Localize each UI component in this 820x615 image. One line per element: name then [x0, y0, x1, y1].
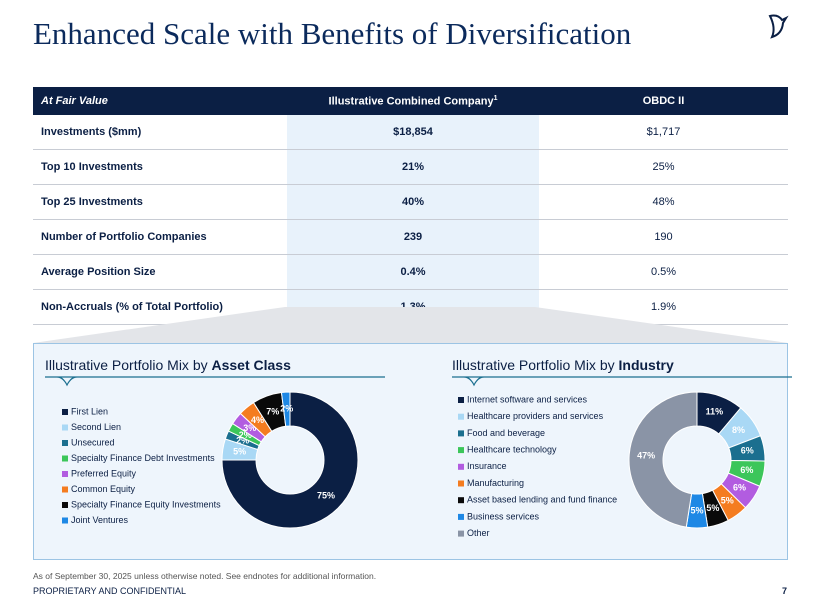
- data-label: 2%: [239, 430, 252, 440]
- data-label: 5%: [706, 503, 719, 513]
- data-label: 7%: [266, 406, 279, 416]
- chart-title-bold: Industry: [619, 357, 674, 373]
- legend-swatch: [458, 480, 464, 487]
- legend-swatch: [458, 497, 464, 504]
- logo: [768, 14, 789, 39]
- legend-label: Healthcare providers and services: [467, 411, 604, 421]
- legend-swatch: [458, 463, 464, 470]
- data-label: 6%: [740, 465, 753, 475]
- legend-label: Specialty Finance Equity Investments: [71, 499, 221, 509]
- data-label: 8%: [732, 425, 745, 435]
- data-label: 2%: [280, 403, 293, 413]
- table-row: Average Position Size 0.4% 0.5%: [33, 254, 788, 290]
- legend-label: Internet software and services: [467, 394, 588, 404]
- legend-swatch: [62, 471, 68, 477]
- table-cell: 21%: [287, 149, 539, 185]
- legend-swatch: [458, 413, 464, 420]
- charts: Illustrative Portfolio Mix by Asset Clas…: [33, 307, 792, 560]
- legend-label: Other: [467, 528, 490, 538]
- legend-swatch: [458, 430, 464, 437]
- legend-label: First Lien: [71, 406, 108, 416]
- panel: [33, 343, 788, 560]
- legend-swatch: [62, 424, 68, 431]
- header-cell: OBDC II: [539, 87, 788, 115]
- legend-label: Manufacturing: [467, 478, 524, 488]
- table-cell: 239: [287, 219, 539, 255]
- table-cell: 0.4%: [287, 254, 539, 290]
- table-cell: 25%: [539, 149, 788, 185]
- table-cell: 40%: [287, 184, 539, 220]
- chart-title-bold: Asset Class: [212, 357, 292, 373]
- table-cell: Investments ($mm): [33, 115, 287, 150]
- legend-label: Specialty Finance Debt Investments: [71, 453, 215, 463]
- table-cell: Non-Accruals (% of Total Portfolio): [33, 289, 287, 325]
- slide-title: Enhanced Scale with Benefits of Diversif…: [33, 16, 632, 51]
- data-label: 6%: [733, 483, 746, 493]
- legend-label: Asset based lending and fund finance: [467, 495, 617, 505]
- legend-swatch: [62, 517, 68, 524]
- legend-label: Food and beverage: [467, 428, 545, 438]
- table-cell: $18,854: [287, 115, 539, 150]
- legend-swatch: [62, 409, 68, 415]
- legend-swatch: [62, 486, 68, 493]
- legend-label: Joint Ventures: [71, 515, 129, 525]
- legend-label: Healthcare technology: [467, 444, 557, 454]
- table-cell: Average Position Size: [33, 254, 287, 290]
- header-text: Illustrative Combined Company: [328, 95, 494, 108]
- table-cell: Number of Portfolio Companies: [33, 219, 287, 255]
- legend-swatch: [62, 502, 68, 508]
- legend-swatch: [62, 455, 68, 462]
- data-label: 3%: [243, 423, 256, 433]
- title-underline: [452, 376, 792, 387]
- chart-title: Illustrative Portfolio Mix by Industry: [452, 357, 674, 373]
- table-row: Investments ($mm) $18,854 $1,717: [33, 115, 788, 150]
- data-label: 4%: [251, 415, 264, 425]
- header-cell: Illustrative Combined Company1: [287, 87, 539, 115]
- title-underline: [45, 376, 385, 387]
- funnel: [33, 307, 788, 343]
- data-label: 11%: [706, 406, 724, 416]
- legend-swatch: [62, 440, 68, 446]
- data-label: 5%: [690, 505, 703, 515]
- legend-label: Second Lien: [71, 422, 121, 432]
- legend-label: Business services: [467, 511, 540, 521]
- legend-label: Unsecured: [71, 437, 115, 447]
- page-number: 7: [782, 586, 788, 596]
- table-cell: $1,717: [539, 115, 788, 150]
- legend-label: Common Equity: [71, 484, 136, 494]
- data-label: 2%: [236, 436, 249, 446]
- legend-swatch: [458, 513, 464, 520]
- legend-swatch: [458, 447, 464, 454]
- legend-swatch: [458, 397, 464, 403]
- donut-slice: [221, 391, 359, 529]
- footnote: As of September 30, 2025 unless otherwis…: [33, 571, 377, 581]
- header-cell: At Fair Value: [33, 87, 287, 115]
- table-cell: Top 25 Investments: [33, 184, 287, 220]
- data-label: 47%: [637, 450, 655, 460]
- legend-label: Preferred Equity: [71, 468, 137, 478]
- table-row: Top 10 Investments 21% 25%: [33, 149, 788, 185]
- data-label: 75%: [317, 490, 335, 500]
- donut-slice: [628, 391, 698, 528]
- table-cell: Top 10 Investments: [33, 149, 287, 185]
- data-label: 6%: [741, 446, 754, 456]
- legend-swatch: [458, 530, 464, 537]
- chart-title: Illustrative Portfolio Mix by Asset Clas…: [45, 357, 291, 373]
- table-row: Number of Portfolio Companies 239 190: [33, 219, 788, 255]
- table-cell: 48%: [539, 184, 788, 220]
- footnote-ref: 1: [493, 94, 498, 102]
- data-label: 5%: [233, 446, 246, 456]
- data-label: 5%: [721, 495, 734, 505]
- donut-slice: [280, 391, 291, 427]
- table-cell: 190: [539, 219, 788, 255]
- chart-title-prefix: Illustrative Portfolio Mix by: [452, 357, 619, 373]
- table-cell: 0.5%: [539, 254, 788, 290]
- confidential: PROPRIETARY AND CONFIDENTIAL: [33, 586, 187, 596]
- legend-label: Insurance: [467, 461, 507, 471]
- table-row: Top 25 Investments 40% 48%: [33, 184, 788, 220]
- chart-title-prefix: Illustrative Portfolio Mix by: [45, 357, 212, 373]
